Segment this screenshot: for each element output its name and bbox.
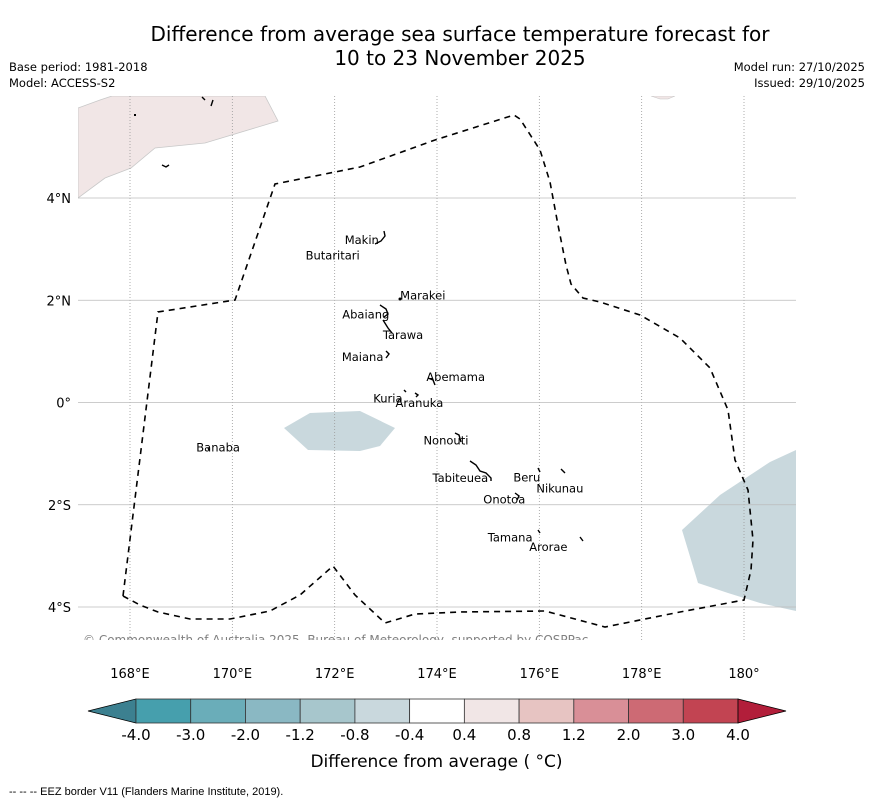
island-labels: Makin Butaritari Marakei Abaiang Tarawa Maian… [196, 233, 583, 554]
colorbar-segment [135, 698, 192, 724]
colorbar-segment [245, 698, 301, 724]
map-plot-area: Makin Butaritari Marakei Abaiang Tarawa Maian… [78, 96, 796, 647]
lat-tick-label: 4°S [48, 601, 71, 616]
island-label: Kuria [373, 391, 402, 405]
island-label: Tamana [487, 530, 533, 544]
island-label: Beru [513, 471, 540, 485]
model-name: Model: ACCESS-S2 [9, 76, 116, 90]
lon-tick-label: 178°E [622, 667, 662, 682]
warm-anomaly-area [78, 96, 279, 199]
island-shapes [134, 96, 584, 542]
cool-anomaly-area-1 [284, 411, 395, 451]
island-label: Marakei [400, 288, 445, 302]
eez-note: -- -- -- EEZ border V11 (Flanders Marine… [9, 786, 284, 798]
lat-tick-label: 2°S [48, 499, 71, 514]
colorbar-segment [518, 698, 575, 724]
axis-labels: 168°E 170°E 172°E 174°E 176°E 178°E 180° 4°N 2°N… [47, 192, 760, 682]
island-label: Tarawa [382, 328, 423, 342]
island-label: Banaba [196, 440, 240, 454]
warm-anomaly-area-2 [650, 96, 676, 100]
colorbar-tick-label: 1.2 [562, 726, 586, 744]
lon-tick-label: 174°E [417, 667, 457, 682]
island-label: Onotoa [483, 493, 525, 507]
colorbar-tick-label: -1.2 [286, 726, 315, 744]
lon-tick-label: 180° [728, 667, 759, 682]
lat-tick-label: 4°N [47, 192, 72, 207]
title-line-1: Difference from average sea surface temp… [150, 22, 770, 46]
colorbar-segment [190, 698, 246, 724]
colorbar-extend-high [737, 698, 787, 724]
colorbar-tick-label: 0.8 [507, 726, 531, 744]
lon-tick-label: 170°E [213, 667, 253, 682]
island-label: Aranuka [396, 396, 444, 410]
lat-tick-label: 2°N [47, 294, 72, 309]
gridlines [78, 96, 796, 640]
island-label: Nonouti [423, 434, 468, 448]
colorbar-segment [409, 698, 465, 724]
colorbar-label: Difference from average ( °C) [310, 752, 563, 772]
lon-tick-label: 176°E [520, 667, 560, 682]
lon-tick-label: 168°E [110, 667, 150, 682]
base-period: Base period: 1981-2018 [9, 60, 148, 74]
cool-anomaly-area-2 [682, 450, 796, 611]
title-line-2: 10 to 23 November 2025 [334, 46, 586, 70]
chart-title: Difference from average sea surface temp… [0, 22, 873, 70]
copyright-text: © Commonwealth of Australia 2025, Bureau… [83, 633, 588, 647]
issued-date: Issued: 29/10/2025 [754, 76, 865, 90]
colorbar-tick-label: -2.0 [231, 726, 260, 744]
colorbar-tick-label: 0.4 [452, 726, 476, 744]
colorbar-segment [354, 698, 411, 724]
colorbar-tick-label: -4.0 [121, 726, 150, 744]
island-label: Arorae [529, 540, 567, 554]
eez-border [122, 114, 754, 628]
island-label: Abaiang [342, 307, 389, 321]
colorbar-segment [573, 698, 629, 724]
colorbar-tick-label: -0.8 [340, 726, 369, 744]
colorbar-extend-low [87, 698, 137, 724]
colorbar-tick-label: -0.4 [395, 726, 424, 744]
colorbar-segment [299, 698, 356, 724]
colorbar-tick-label: 3.0 [671, 726, 695, 744]
island-label: Nikunau [536, 482, 583, 496]
colorbar: -4.0 -3.0 -2.0 -1.2 -0.8 -0.4 0.4 0.8 1.2 2.0 3.0 4… [87, 698, 787, 744]
colorbar-segment [463, 698, 520, 724]
lon-tick-label: 172°E [315, 667, 355, 682]
model-run: Model run: 27/10/2025 [733, 60, 865, 74]
island-label: Maiana [342, 350, 384, 364]
island-label: Makin [345, 233, 379, 247]
colorbar-segment [628, 698, 684, 724]
meta-right: Model run: 27/10/2025 Issued: 29/10/2025 [734, 59, 865, 91]
colorbar-segment [682, 698, 739, 724]
island-label: Abemama [426, 370, 485, 384]
colorbar-tick-label: 4.0 [726, 726, 750, 744]
lat-tick-label: 0° [56, 397, 71, 412]
colorbar-tick-label: -3.0 [176, 726, 205, 744]
island-label: Tabiteuea [431, 471, 488, 485]
island-label: Butaritari [306, 249, 360, 263]
meta-left: Base period: 1981-2018 Model: ACCESS-S2 [9, 59, 148, 91]
colorbar-tick-label: 2.0 [617, 726, 641, 744]
